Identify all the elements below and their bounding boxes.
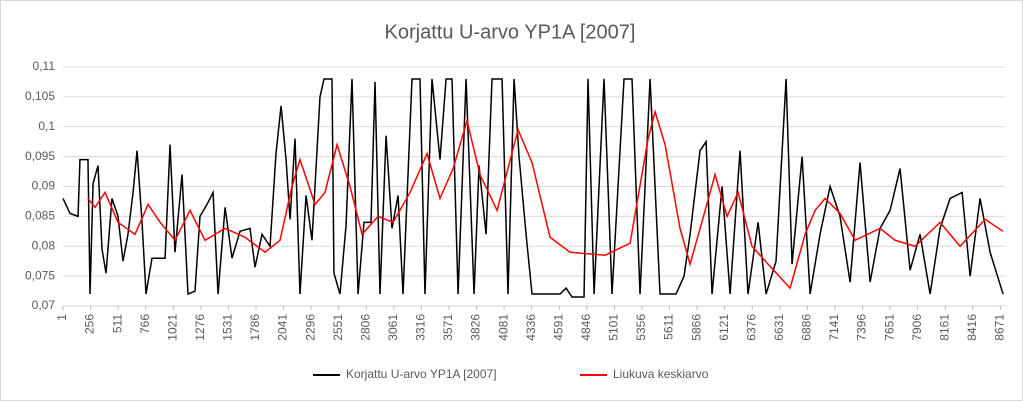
x-tick-label: 256 [83, 314, 97, 334]
x-tick-label: 511 [110, 314, 124, 333]
x-tick-label: 2806 [358, 314, 372, 341]
x-tick-label: 5611 [662, 314, 676, 340]
x-tick-label: 3571 [441, 314, 455, 341]
x-tick-label: 3316 [414, 314, 428, 341]
x-tick-label: 4591 [551, 314, 565, 341]
x-tick-label: 7141 [827, 314, 841, 341]
x-tick-label: 8161 [937, 314, 951, 341]
x-tick-label: 5101 [607, 314, 621, 341]
x-tick-label: 6376 [744, 314, 758, 341]
x-tick-label: 6121 [717, 314, 731, 341]
y-tick-label: 0,08 [32, 238, 56, 252]
x-tick-label: 4336 [524, 314, 538, 341]
y-tick-label: 0,09 [32, 179, 56, 193]
x-tick-label: 4081 [496, 314, 510, 341]
x-tick-label: 1786 [248, 314, 262, 341]
x-tick-label: 1276 [193, 314, 207, 341]
y-tick-label: 0,11 [33, 59, 56, 73]
x-tick-label: 7906 [910, 314, 924, 341]
x-tick-label: 6886 [800, 314, 814, 341]
x-tick-label: 3826 [469, 314, 483, 341]
x-tick-label: 2551 [331, 314, 345, 341]
y-tick-label: 0,095 [25, 149, 55, 163]
legend-label: Korjattu U-arvo YP1A [2007] [346, 367, 497, 381]
y-tick-label: 0,105 [25, 89, 55, 103]
x-tick-label: 2041 [276, 314, 290, 341]
chart-title: Korjattu U-arvo YP1A [2007] [385, 21, 636, 43]
x-tick-label: 6631 [772, 314, 786, 341]
x-tick-label: 1531 [221, 314, 235, 341]
x-tick-label: 4846 [579, 314, 593, 341]
x-tick-label: 8671 [993, 314, 1007, 341]
x-tick-label: 8416 [965, 314, 979, 341]
x-tick-label: 7651 [882, 314, 896, 341]
series-line [87, 109, 1004, 290]
x-tick-label: 766 [138, 314, 152, 334]
x-tick-label: 7396 [855, 314, 869, 341]
y-tick-label: 0,07 [32, 298, 56, 312]
x-tick-label: 3061 [386, 314, 400, 341]
x-tick-label: 2296 [303, 314, 317, 341]
y-tick-label: 0,085 [25, 209, 55, 223]
y-tick-label: 0,1 [38, 119, 55, 133]
x-tick-label: 1021 [165, 314, 179, 341]
x-tick-label: 5866 [689, 314, 703, 341]
x-tick-label: 1 [55, 314, 69, 321]
x-tick-label: 5356 [634, 314, 648, 341]
y-tick-label: 0,075 [25, 268, 55, 282]
legend-label: Liukuva keskiarvo [613, 367, 709, 381]
